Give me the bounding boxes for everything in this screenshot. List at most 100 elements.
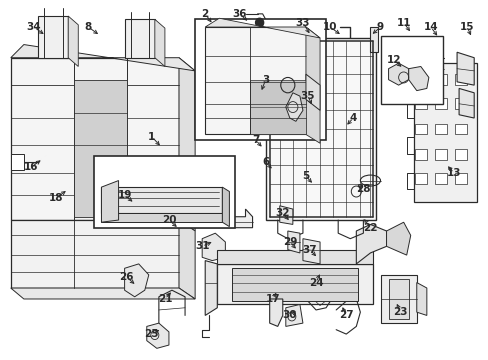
Bar [454, 173, 466, 184]
Text: 1: 1 [148, 132, 155, 142]
Polygon shape [279, 206, 292, 224]
Bar [434, 149, 446, 160]
Polygon shape [222, 187, 229, 226]
Text: 14: 14 [423, 22, 437, 32]
Polygon shape [356, 224, 386, 264]
Polygon shape [162, 209, 252, 228]
Polygon shape [232, 268, 358, 301]
Text: 35: 35 [300, 91, 315, 101]
Polygon shape [101, 187, 222, 213]
Circle shape [255, 18, 263, 27]
Bar [434, 173, 446, 184]
Bar [454, 74, 466, 85]
Text: 5: 5 [302, 171, 309, 181]
Polygon shape [11, 154, 24, 170]
Polygon shape [386, 222, 410, 255]
Bar [414, 74, 426, 85]
Text: 17: 17 [265, 294, 280, 304]
Polygon shape [217, 249, 373, 264]
Text: 23: 23 [393, 307, 407, 317]
Text: 36: 36 [232, 9, 246, 19]
Polygon shape [413, 63, 476, 202]
Text: 8: 8 [84, 22, 92, 32]
Polygon shape [370, 27, 378, 52]
Text: 27: 27 [338, 310, 353, 320]
Text: 9: 9 [376, 22, 383, 32]
Polygon shape [205, 261, 217, 315]
Polygon shape [408, 67, 428, 91]
Polygon shape [388, 279, 408, 319]
Polygon shape [456, 52, 473, 85]
Polygon shape [205, 27, 305, 135]
Text: 13: 13 [446, 168, 460, 178]
Polygon shape [101, 213, 222, 222]
Text: 21: 21 [157, 294, 172, 304]
Polygon shape [302, 239, 320, 264]
Polygon shape [179, 58, 195, 231]
Polygon shape [265, 38, 376, 220]
Bar [414, 173, 426, 184]
Bar [454, 149, 466, 160]
Polygon shape [124, 19, 155, 58]
Text: 26: 26 [119, 272, 134, 282]
Polygon shape [68, 16, 78, 67]
Text: 12: 12 [386, 55, 400, 65]
Polygon shape [155, 19, 164, 67]
Polygon shape [217, 264, 373, 305]
Text: 6: 6 [262, 157, 269, 167]
Text: 18: 18 [49, 193, 63, 203]
Bar [94, 157, 235, 228]
Text: 34: 34 [26, 22, 41, 32]
Polygon shape [388, 63, 408, 85]
Polygon shape [287, 231, 299, 253]
Text: 24: 24 [308, 278, 323, 288]
Polygon shape [11, 58, 179, 220]
Text: 25: 25 [144, 329, 159, 339]
Polygon shape [249, 80, 305, 135]
Bar [454, 123, 466, 135]
Polygon shape [11, 288, 195, 299]
Polygon shape [101, 181, 118, 222]
Text: 32: 32 [275, 208, 289, 219]
Bar [380, 36, 442, 104]
Text: 11: 11 [396, 18, 410, 28]
Polygon shape [305, 74, 320, 111]
Polygon shape [179, 220, 195, 299]
Polygon shape [269, 299, 282, 327]
Polygon shape [305, 27, 320, 143]
Text: 7: 7 [251, 135, 259, 145]
Polygon shape [285, 93, 302, 121]
Polygon shape [38, 16, 68, 58]
Bar [434, 123, 446, 135]
Polygon shape [299, 36, 315, 63]
Bar [454, 98, 466, 109]
Polygon shape [124, 264, 148, 297]
Polygon shape [205, 18, 320, 38]
Text: 15: 15 [459, 22, 473, 32]
Text: 4: 4 [349, 113, 356, 123]
Polygon shape [380, 275, 416, 323]
Text: 2: 2 [201, 9, 208, 19]
Text: 30: 30 [282, 310, 297, 320]
Text: 19: 19 [117, 190, 132, 200]
Text: 22: 22 [363, 223, 377, 233]
Polygon shape [458, 89, 473, 118]
Polygon shape [74, 80, 126, 217]
Bar [414, 149, 426, 160]
Text: 29: 29 [282, 237, 296, 247]
Bar [434, 74, 446, 85]
Polygon shape [146, 323, 168, 348]
Polygon shape [11, 45, 195, 71]
Text: 10: 10 [322, 22, 337, 32]
Text: 33: 33 [295, 18, 309, 28]
Text: 16: 16 [23, 162, 38, 172]
Polygon shape [416, 283, 426, 315]
Text: 28: 28 [355, 184, 370, 194]
Polygon shape [11, 220, 179, 288]
Bar [195, 19, 325, 140]
Bar [414, 98, 426, 109]
Text: 3: 3 [262, 75, 269, 85]
Text: 31: 31 [195, 241, 209, 251]
Text: 20: 20 [162, 215, 176, 225]
Polygon shape [202, 233, 225, 261]
